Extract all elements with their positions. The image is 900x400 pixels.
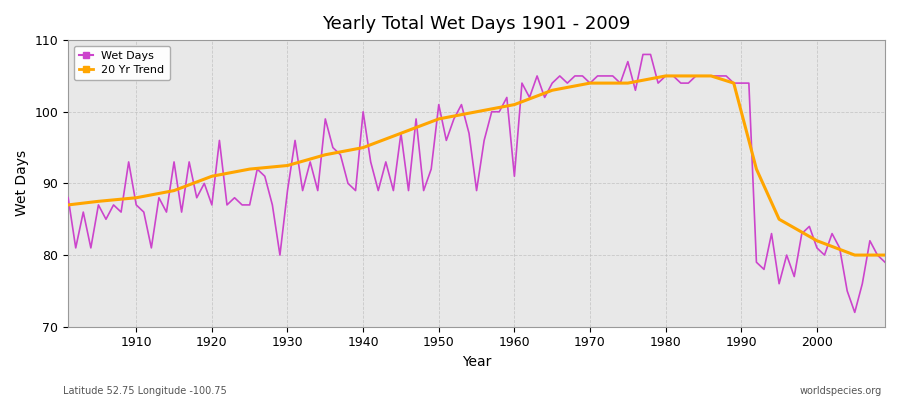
Text: Latitude 52.75 Longitude -100.75: Latitude 52.75 Longitude -100.75 — [63, 386, 227, 396]
Y-axis label: Wet Days: Wet Days — [15, 150, 29, 216]
Legend: Wet Days, 20 Yr Trend: Wet Days, 20 Yr Trend — [74, 46, 170, 80]
Title: Yearly Total Wet Days 1901 - 2009: Yearly Total Wet Days 1901 - 2009 — [322, 15, 631, 33]
Text: worldspecies.org: worldspecies.org — [800, 386, 882, 396]
X-axis label: Year: Year — [462, 355, 491, 369]
